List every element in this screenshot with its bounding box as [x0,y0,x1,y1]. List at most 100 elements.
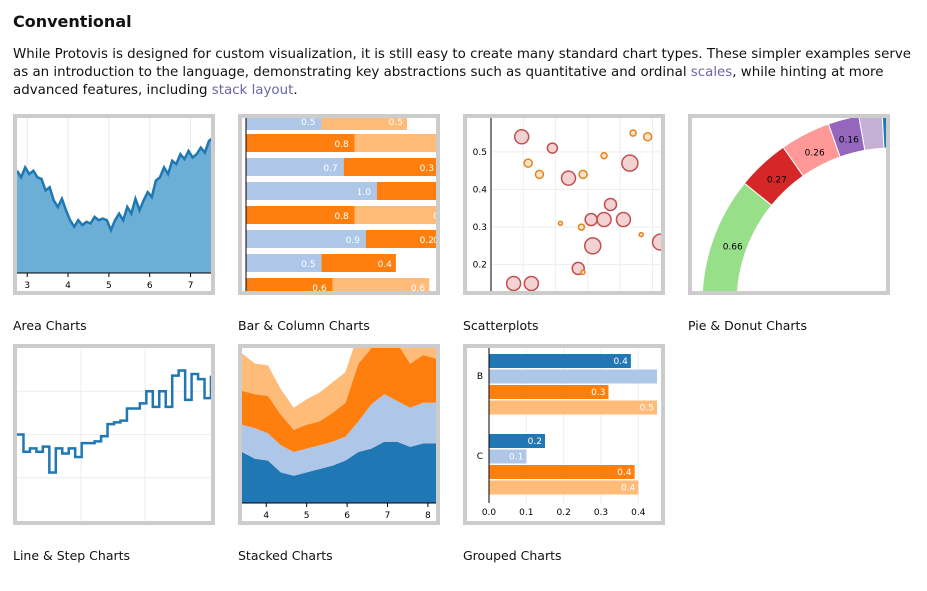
bar-label: 0.9 [346,236,361,246]
donut-chart: 0.66 0.27 0.26 0.16 [701,118,886,291]
scatter-point [560,170,577,186]
scatter-point [603,197,618,212]
intro-text: While Protovis is designed for custom vi… [13,47,912,80]
caption-pie-donut-charts[interactable]: Pie & Donut Charts [688,318,807,333]
caption-scatterplots[interactable]: Scatterplots [463,318,539,333]
category-label: B [477,372,483,382]
y-tick-label: 0.3 [473,223,487,233]
section-title: Conventional [13,12,132,31]
scatter-point [580,269,586,275]
bar-label: 0.6 [411,284,426,291]
bar-label: 0.4 [378,260,393,270]
caption-line-step-charts[interactable]: Line & Step Charts [13,548,131,563]
bar-segment [354,134,436,152]
bar-segment [246,158,344,176]
grouped-bar [489,400,657,415]
scatter-point [651,233,661,251]
caption-area-charts[interactable]: Area Charts [13,318,87,333]
bar-label: 0.5 [640,404,654,414]
slice-label: 0.27 [767,175,787,185]
stacked-layer [242,348,436,452]
stack-layout-link[interactable]: stack layout [211,83,294,98]
scatter-point [546,142,559,154]
grouped-bar [489,480,639,495]
y-tick-label: 0.5 [473,148,487,158]
scatter-point [523,158,533,168]
bar-segment [321,254,396,272]
thumbnail-pie-donut-charts[interactable]: 0.66 0.27 0.26 0.16 [688,114,890,295]
x-tick-label: 0.1 [519,508,533,518]
scatter-point [577,223,586,231]
bar-label: 0.4 [614,357,629,367]
bar-segment [246,230,366,248]
grouped-bar [489,465,635,479]
slice-label: 0.66 [723,242,743,252]
donut-slice [881,118,886,149]
bar-segment [321,118,407,130]
bar-segment [377,182,436,200]
x-tick-label: 3 [24,281,30,291]
bar-segment [246,278,333,291]
bar-label: 0.3 [420,164,434,174]
scatter-point [600,151,608,160]
x-tick-label: 4 [65,281,71,291]
x-tick-label: 7 [188,281,194,291]
grouped-bar [489,385,609,399]
bar-segment [246,206,355,224]
bar-chart: 0.50.50.80.0.70.90.31.00.80.60.90.50.20.… [245,118,436,291]
area-chart: 3 4 5 6 7 [17,118,211,291]
thumbnail-grouped-charts[interactable]: B 0.4 0.3 0.5 C 0.2 0.1 0.4 0.4 0.0 0.1 0.2 0.3 0.4 [463,344,665,525]
caption-bar-column-charts[interactable]: Bar & Column Charts [238,318,370,333]
scatter-point [523,275,540,291]
caption-grouped-charts[interactable]: Grouped Charts [463,548,562,563]
x-tick-label: 8 [425,511,431,521]
x-tick-label: 0.3 [594,508,608,518]
grouped-bar [489,449,527,464]
bar-segment [332,278,430,291]
bar-label: 0.5 [389,118,403,128]
donut-slice [701,182,773,291]
bar-segment [343,158,436,176]
thumbnail-area-charts[interactable]: 3 4 5 6 7 [13,114,215,295]
grouped-bar [489,354,631,368]
grouped-bar-chart: B 0.4 0.3 0.5 C 0.2 0.1 0.4 0.4 0.0 0.1 0.2 0.3 0.4 [477,348,657,518]
bar-label: 0.8 [334,212,349,222]
stacked-area-chart: 4 5 6 7 8 [242,348,436,521]
category-label: C [477,452,483,462]
bar-label: 0.4 [617,468,632,478]
scatter-point [621,154,639,172]
bar-label: 0.6 [312,284,327,291]
scatter-point [578,169,588,180]
x-tick-label: 0.2 [557,508,571,518]
x-tick-label: 0.4 [631,508,646,518]
bar-segment [246,254,322,272]
x-tick-label: 6 [344,511,350,521]
thumbnail-stacked-charts[interactable]: 4 5 6 7 8 [238,344,440,525]
bar-segment [354,206,436,224]
x-tick-label: 0.0 [482,508,497,518]
intro-text-end: . [293,83,298,98]
bar-label: 0.5 [301,260,315,270]
scatter-chart: 0.2 0.3 0.4 0.5 [473,118,661,291]
scales-link[interactable]: scales [690,65,733,80]
stacked-layer [242,348,436,430]
y-tick-label: 0.2 [473,261,487,271]
x-tick-label: 5 [304,511,310,521]
thumbnail-bar-column-charts[interactable]: 0.50.50.80.0.70.90.31.00.80.60.90.50.20.… [238,114,440,295]
step-chart [17,348,211,521]
thumbnail-line-step-charts[interactable] [13,344,215,525]
step-line [17,369,211,474]
bar-label: 0.8 [334,140,349,150]
x-tick-label: 4 [263,511,269,521]
section-intro: While Protovis is designed for custom vi… [13,46,913,100]
bar-label: 0.2 [528,437,542,447]
scatter-point [505,275,522,291]
thumbnail-scatterplots[interactable]: 0.2 0.3 0.4 0.5 [463,114,665,295]
bar-segment [246,134,355,152]
scatter-point [534,169,545,180]
x-tick-label: 7 [385,511,391,521]
scatter-point [642,132,653,142]
bar-label: 0.4 [621,484,636,494]
caption-stacked-charts[interactable]: Stacked Charts [238,548,333,563]
scatter-point [629,129,637,137]
